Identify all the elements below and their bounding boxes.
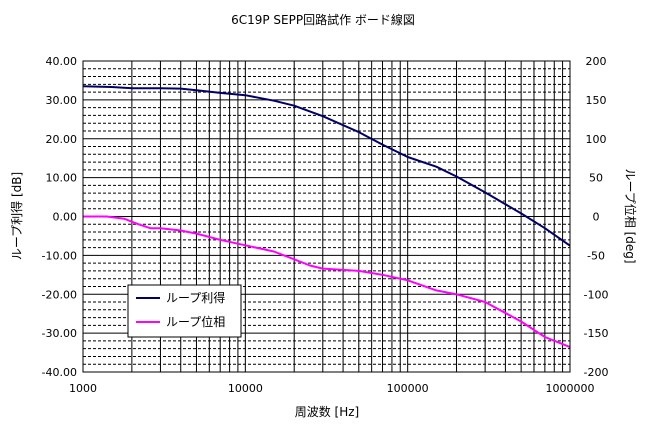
right-axis-ticks: -200 -150 -100 -50 0 50 100 150 200 bbox=[584, 55, 609, 379]
grid bbox=[82, 60, 570, 373]
y2-tick-label: 200 bbox=[586, 55, 607, 68]
x-tick-label: 1000000 bbox=[546, 382, 595, 395]
chart-title: 6C19P SEPP回路試作 ボード線図 bbox=[231, 12, 415, 27]
y-tick-label: -30.00 bbox=[42, 327, 77, 340]
y2-tick-label: -200 bbox=[584, 366, 609, 379]
y-tick-label: -20.00 bbox=[42, 288, 77, 301]
y2-tick-label: -150 bbox=[584, 327, 609, 340]
y2-tick-label: -50 bbox=[587, 249, 605, 262]
y-tick-label: -40.00 bbox=[42, 366, 77, 379]
x-tick-label: 10000 bbox=[228, 382, 263, 395]
plot-frame bbox=[82, 60, 571, 373]
x-tick-label: 100000 bbox=[387, 382, 429, 395]
legend-label-phase: ループ位相 bbox=[166, 314, 225, 329]
y2-tick-label: 50 bbox=[589, 172, 603, 185]
y2-tick-label: 150 bbox=[586, 94, 607, 107]
series-line-gain bbox=[82, 85, 571, 247]
x-axis-label: 周波数 [Hz] bbox=[295, 404, 360, 419]
y2-tick-label: 100 bbox=[586, 133, 607, 146]
y-tick-label: -10.00 bbox=[42, 249, 77, 262]
y-tick-label: 10.00 bbox=[46, 172, 78, 185]
series-line-phase bbox=[83, 215, 571, 349]
y2-tick-label: 0 bbox=[593, 211, 600, 224]
y-tick-label: 20.00 bbox=[46, 133, 78, 146]
bottom-axis-ticks: 1000 10000 100000 1000000 bbox=[69, 382, 595, 395]
y-tick-label: 40.00 bbox=[46, 55, 78, 68]
legend-box bbox=[127, 284, 242, 338]
legend: ループ利得 ループ位相 bbox=[127, 284, 242, 338]
x-tick-label: 1000 bbox=[69, 382, 97, 395]
y-axis-label: ループ利得 [dB] bbox=[9, 172, 24, 260]
series-layer bbox=[82, 85, 571, 349]
y-tick-label: 0.00 bbox=[53, 211, 78, 224]
y2-tick-label: -100 bbox=[584, 288, 609, 301]
y2-axis-label: ループ位相 [deg] bbox=[623, 168, 638, 263]
legend-label-gain: ループ利得 bbox=[166, 290, 225, 305]
left-axis-ticks: -40.00 -30.00 -20.00 -10.00 0.00 10.00 20.00 30… bbox=[42, 55, 77, 379]
y-tick-label: 30.00 bbox=[46, 94, 78, 107]
